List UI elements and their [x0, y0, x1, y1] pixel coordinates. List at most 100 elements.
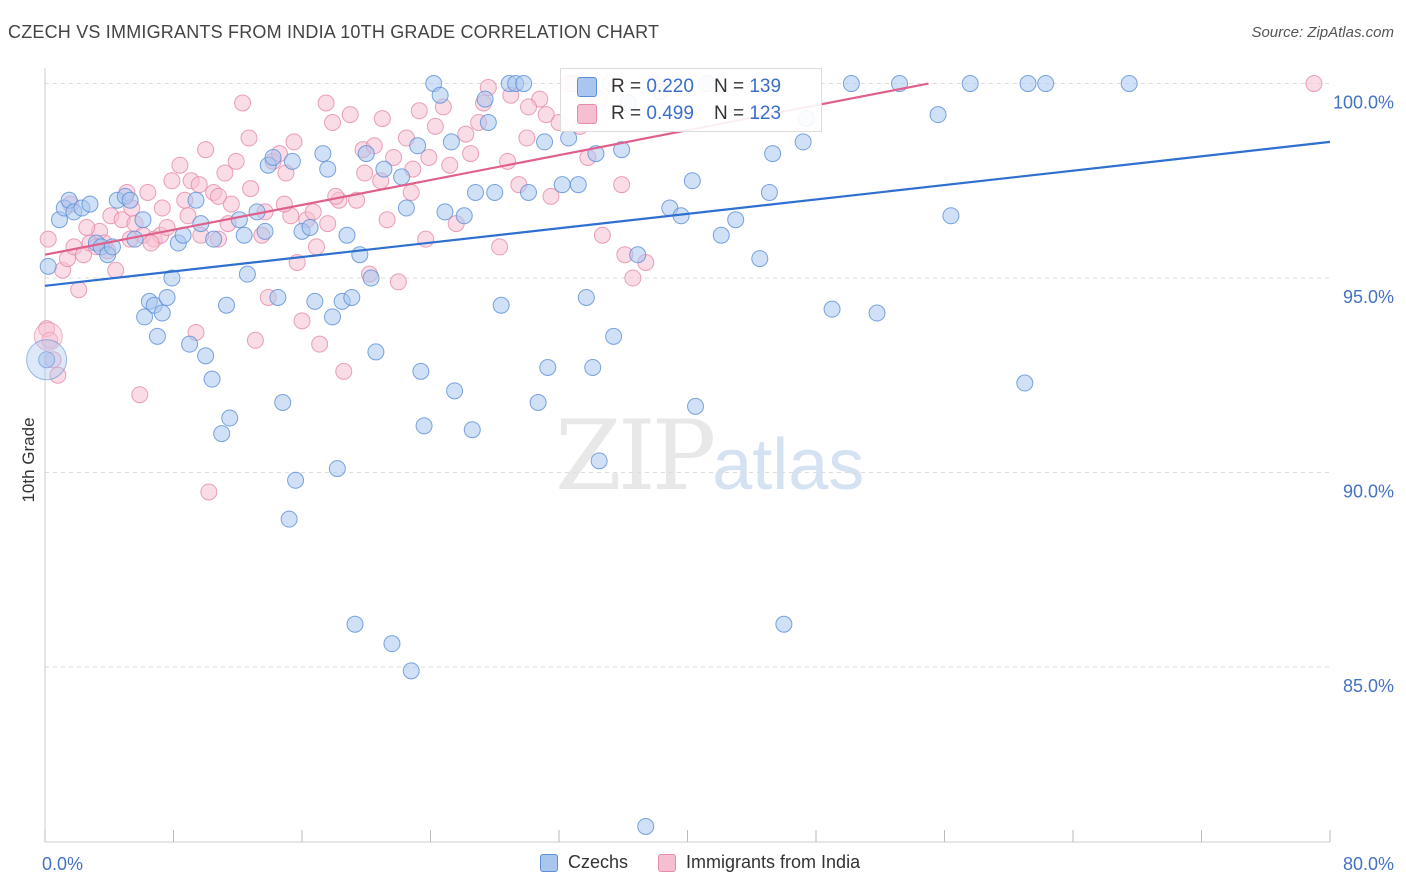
czech-point — [324, 308, 342, 326]
czech-point — [181, 335, 199, 353]
czech-point — [328, 460, 346, 478]
czech-point — [218, 296, 236, 314]
czech-point — [187, 191, 205, 209]
czech-point — [519, 183, 537, 201]
x-tick-label-min: 0.0% — [42, 854, 83, 874]
czech-point — [455, 207, 473, 225]
india-point — [242, 180, 260, 198]
czech-point — [637, 817, 655, 835]
czech-point — [431, 86, 449, 104]
y-tick-label-85: 85.0% — [1343, 676, 1394, 696]
india-point — [240, 129, 258, 147]
czech-point — [569, 176, 587, 194]
czech-point — [264, 148, 282, 166]
czech-point — [415, 417, 433, 435]
czech-point — [221, 409, 239, 427]
legend-item-india[interactable]: Immigrants from India — [658, 852, 860, 873]
czech-point — [148, 327, 166, 345]
czech-point — [238, 265, 256, 283]
czech-point — [412, 362, 430, 380]
czech-point — [343, 288, 361, 306]
czech-point — [577, 288, 595, 306]
czech-point — [136, 308, 154, 326]
legend-item-czechs[interactable]: Czechs — [540, 852, 628, 873]
czech-point — [446, 382, 464, 400]
stats-row-czech: R = 0.220 N = 139 — [577, 76, 781, 98]
x-tick-label-max: 80.0% — [1343, 854, 1394, 874]
stats-legend: R = 0.220 N = 139 R = 0.499 N = 123 — [560, 68, 822, 132]
czech-point — [961, 75, 979, 93]
czech-trend-line — [44, 140, 1331, 287]
czech-point — [629, 246, 647, 264]
india-point — [593, 226, 611, 244]
stats-row-india: R = 0.499 N = 123 — [577, 103, 781, 125]
india-point — [420, 148, 438, 166]
legend-india-label: Immigrants from India — [686, 852, 861, 872]
czech-point — [121, 191, 139, 209]
czech-n-label: N = — [713, 76, 745, 97]
legend-india-swatch — [658, 853, 677, 872]
czech-point — [613, 141, 631, 159]
czech-point — [529, 393, 547, 411]
czech-point — [442, 133, 460, 151]
india-swatch — [577, 104, 597, 124]
czech-point — [205, 230, 223, 248]
chart-title: CZECH VS IMMIGRANTS FROM INDIA 10TH GRAD… — [8, 22, 660, 42]
watermark-atlas: atlas — [712, 425, 865, 505]
india-point — [39, 230, 57, 248]
y-tick-label-100: 100.0% — [1333, 93, 1394, 113]
india-point — [234, 94, 252, 112]
czech-point — [397, 199, 415, 217]
czech-point — [539, 358, 557, 376]
czech-point — [823, 300, 841, 318]
india-point — [131, 386, 149, 404]
india-point — [319, 215, 337, 233]
czech-point-large — [26, 339, 68, 381]
czech-point — [230, 211, 248, 229]
india-point — [324, 113, 342, 131]
czech-point — [306, 292, 324, 310]
czech-point — [727, 211, 745, 229]
india-point — [542, 187, 560, 205]
czech-point — [274, 393, 292, 411]
czech-point — [868, 304, 886, 322]
czech-point — [39, 257, 57, 275]
india-point — [373, 110, 391, 128]
india-point — [457, 125, 475, 143]
czech-point — [553, 176, 571, 194]
czech-point — [301, 218, 319, 236]
india-point — [311, 335, 329, 353]
india-point — [348, 191, 366, 209]
bottom-legend: Czechs Immigrants from India — [540, 852, 860, 873]
india-point — [209, 187, 227, 205]
czech-point — [81, 195, 99, 213]
czech-point — [712, 226, 730, 244]
india-point — [462, 145, 480, 163]
czech-point — [153, 304, 171, 322]
czech-point — [479, 113, 497, 131]
czech-point — [362, 269, 380, 287]
india-point — [519, 98, 537, 116]
y-tick-label-95: 95.0% — [1343, 287, 1394, 307]
czech-point — [287, 471, 305, 489]
czech-point — [536, 133, 554, 151]
grid-lines — [45, 83, 1330, 668]
czech-points — [26, 75, 1138, 835]
india-point — [246, 331, 264, 349]
watermark-zip: ZIP — [555, 400, 716, 512]
czech-point — [476, 90, 494, 108]
czech-point — [346, 615, 364, 633]
india-point — [163, 172, 181, 190]
india-n-label: N = — [713, 103, 745, 124]
india-point — [335, 362, 353, 380]
czech-point — [319, 160, 337, 178]
india-point — [385, 148, 403, 166]
czech-point — [1037, 75, 1055, 93]
india-point — [378, 211, 396, 229]
czech-point — [256, 222, 274, 240]
czech-point — [367, 343, 385, 361]
india-point — [304, 203, 322, 221]
india-point — [190, 176, 208, 194]
india-point — [49, 366, 67, 384]
india-point — [491, 238, 509, 256]
